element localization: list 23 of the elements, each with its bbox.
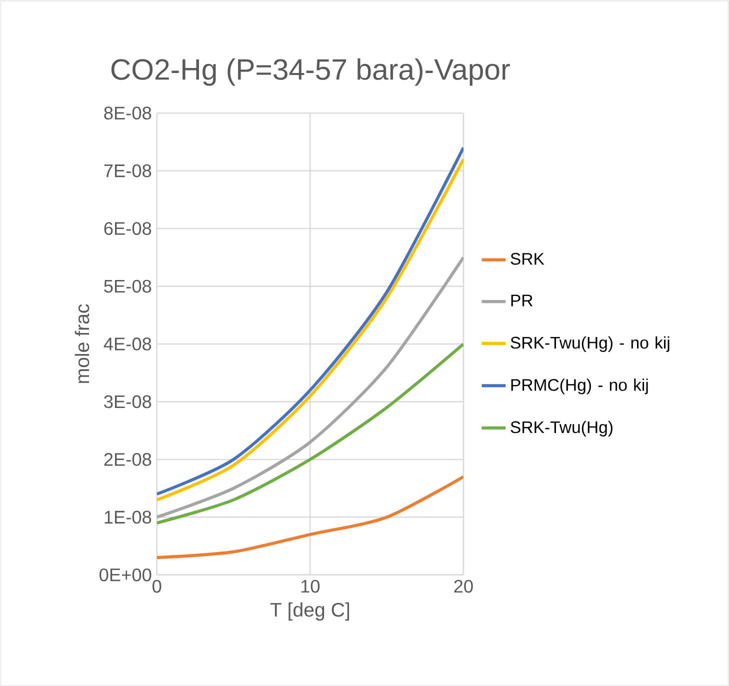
legend-label: SRK: [510, 252, 544, 265]
x-tick-label: 0: [152, 580, 162, 593]
y-tick-label: 7E-08: [104, 164, 152, 178]
y-tick-label: 4E-08: [104, 337, 152, 350]
legend-label: SRK-Twu(Hg): [510, 420, 612, 436]
x-tick-label: 20: [454, 580, 473, 593]
y-tick-label: 0E+00: [100, 568, 152, 582]
y-axis-title: mole frac: [74, 304, 90, 383]
y-tick-label: 5E-08: [104, 280, 152, 293]
y-tick-label: 6E-08: [104, 222, 152, 235]
line-series: [156, 475, 464, 559]
line-series: [156, 256, 464, 519]
x-axis-title: T [deg C]: [270, 602, 350, 620]
legend-label: PRMC(Hg) - no kij: [511, 378, 648, 394]
x-tick-label: 10: [301, 580, 320, 593]
y-tick-label: 8E-08: [104, 106, 152, 120]
chart-title: CO2-Hg (P=34-57 bara)-Vapor: [111, 58, 510, 86]
y-tick-label: 1E-08: [104, 510, 152, 524]
legend-label: PR: [511, 294, 532, 306]
y-tick-label: 2E-08: [104, 452, 152, 466]
line-series: [156, 342, 464, 524]
legend-label: SRK-Twu(Hg) - no kij: [510, 336, 670, 352]
y-tick-label: 3E-08: [104, 395, 152, 408]
